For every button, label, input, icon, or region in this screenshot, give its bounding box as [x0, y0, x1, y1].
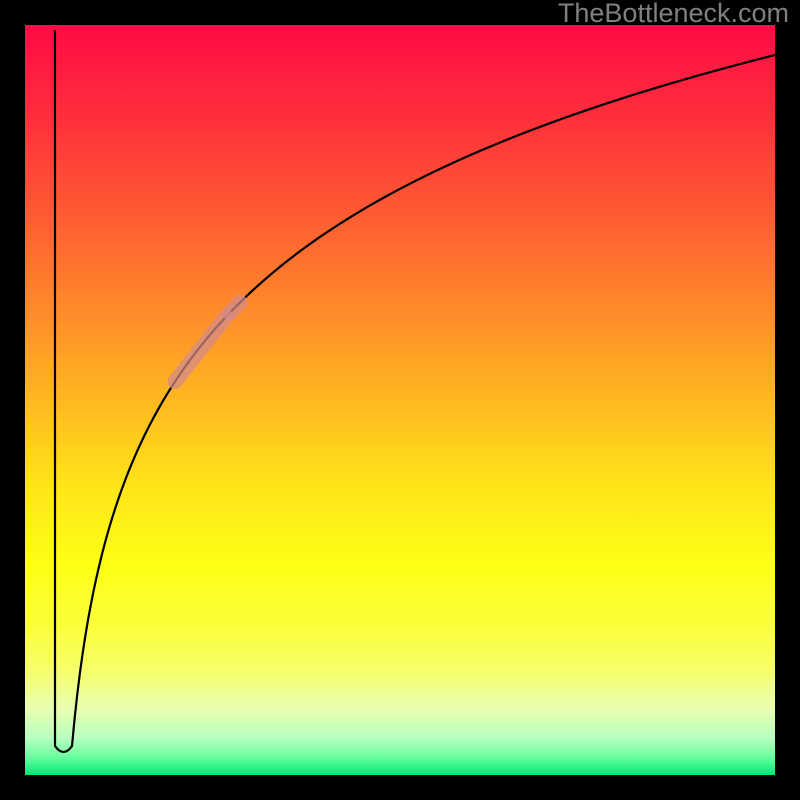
highlight-segment-1 [230, 302, 240, 312]
bottleneck-chart [0, 0, 800, 800]
watermark-text: TheBottleneck.com [558, 0, 789, 29]
